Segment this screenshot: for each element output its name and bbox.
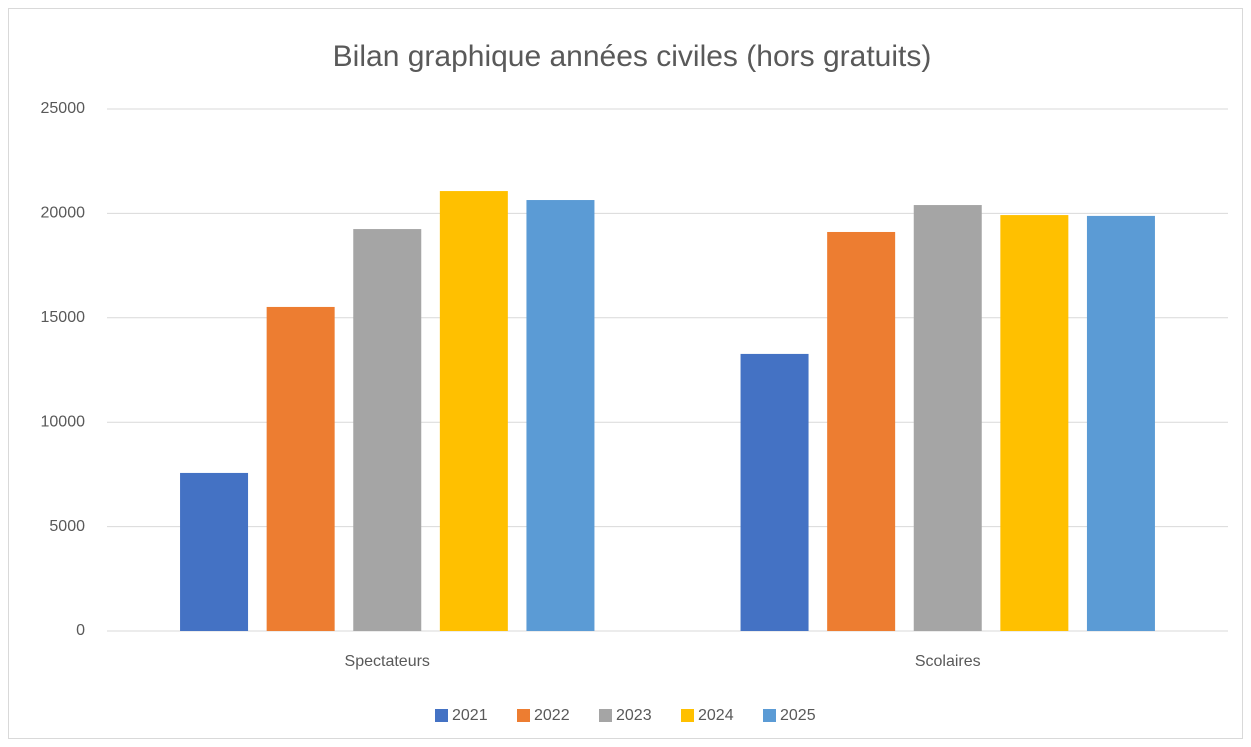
bar (740, 353, 809, 631)
y-tick-label: 0 (76, 622, 85, 639)
y-tick-label: 5000 (49, 518, 85, 535)
bar (266, 306, 335, 631)
legend-swatch (517, 709, 530, 722)
legend-label: 2021 (452, 707, 488, 724)
legend-swatch (681, 709, 694, 722)
legend-label: 2023 (616, 707, 652, 724)
bar (1086, 215, 1155, 632)
y-tick-label: 10000 (41, 413, 86, 430)
bar (1000, 215, 1069, 631)
legend-swatch (599, 709, 612, 722)
bar (353, 229, 422, 631)
bar (913, 205, 982, 631)
bar (827, 231, 896, 631)
legend-label: 2024 (698, 707, 734, 724)
y-tick-label: 20000 (41, 205, 86, 222)
bar (439, 191, 508, 631)
bar (526, 200, 595, 631)
x-tick-label: Spectateurs (345, 653, 430, 670)
x-tick-label: Scolaires (915, 653, 981, 670)
legend-swatch (435, 709, 448, 722)
bar (180, 472, 249, 631)
legend-label: 2022 (534, 707, 570, 724)
y-tick-label: 15000 (41, 309, 86, 326)
y-tick-label: 25000 (41, 100, 86, 117)
chart-title: Bilan graphique années civiles (hors gra… (333, 40, 932, 73)
legend-swatch (763, 709, 776, 722)
legend-label: 2025 (780, 707, 816, 724)
